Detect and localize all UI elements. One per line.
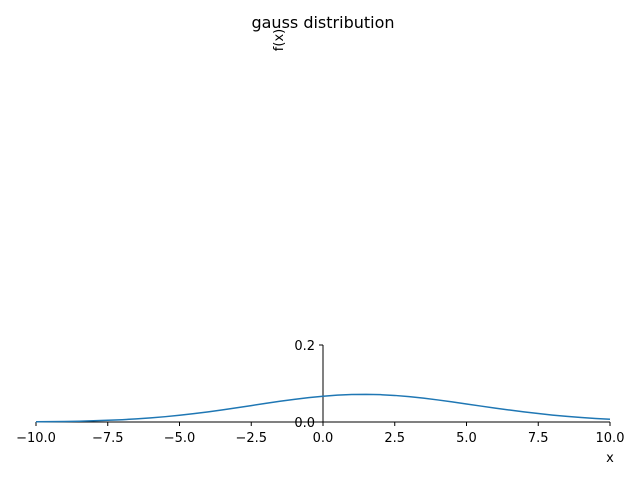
x-tick-label: −10.0 [16, 431, 56, 446]
x-tick-label: 5.0 [456, 431, 477, 446]
y-tick-label: 0.0 [294, 416, 315, 431]
x-tick-label: 0.0 [313, 431, 334, 446]
x-ticks: −10.0 −7.5 −5.0 −2.5 0.0 2.5 5.0 7.5 10.0 [16, 422, 624, 446]
y-tick-label: 0.2 [294, 339, 315, 354]
gauss-curve [35, 393, 611, 423]
axes [36, 345, 610, 423]
x-tick-label: 7.5 [528, 431, 549, 446]
x-tick-label: −2.5 [235, 431, 267, 446]
x-axis-label: x [606, 451, 614, 466]
y-ticks: 0.0 0.2 [294, 339, 323, 431]
x-tick-label: 2.5 [384, 431, 405, 446]
x-tick-label: 10.0 [596, 431, 625, 446]
x-tick-label: −5.0 [164, 431, 196, 446]
y-axis-label: f(x) [272, 29, 287, 51]
x-tick-label: −7.5 [92, 431, 124, 446]
chart-title: gauss distribution [251, 13, 394, 32]
